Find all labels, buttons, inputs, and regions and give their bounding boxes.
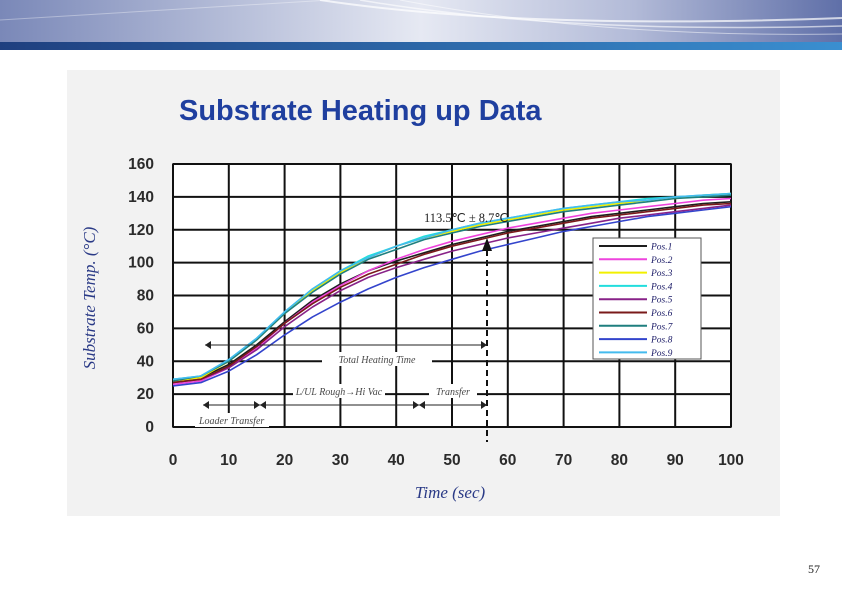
series-line-pos6 xyxy=(172,202,732,384)
series-line-pos8 xyxy=(172,205,732,387)
x-tick-label: 60 xyxy=(499,452,516,469)
x-tick-label: 70 xyxy=(555,452,572,469)
slide-number: 57 xyxy=(808,562,820,576)
x-tick-label: 50 xyxy=(443,452,460,469)
legend: Pos.1 Pos.2 Pos.3 Pos.4 Pos.5 Pos.6 Pos.7 Pos.8… xyxy=(599,243,674,359)
total-heating-arrow-right xyxy=(481,341,487,349)
legend-label: Pos.7 xyxy=(650,322,674,332)
legend-label: Pos.9 xyxy=(650,349,673,359)
x-tick-label: 100 xyxy=(718,452,744,469)
series-line-pos5 xyxy=(172,204,732,384)
series-line-pos7 xyxy=(172,194,732,382)
legend-label: Pos.6 xyxy=(650,309,673,319)
x-tick-label: 20 xyxy=(276,452,293,469)
rough-hi-vac-arrow-left xyxy=(260,401,266,409)
chart-svg: Substrate Heating up Data 0 10 20 30 40 50 60 7… xyxy=(80,95,744,502)
rough-hi-vac-label: L/UL Rough→Hi Vac xyxy=(295,387,383,398)
target-arrow-head xyxy=(482,238,492,251)
chart-figure: Substrate Heating up Data 0 10 20 30 40 50 60 7… xyxy=(67,70,780,516)
chart-title: Substrate Heating up Data xyxy=(179,95,542,127)
y-tick-label: 160 xyxy=(128,156,154,173)
loader-transfer-label: Loader Transfer xyxy=(198,416,264,427)
legend-label: Pos.5 xyxy=(650,296,673,306)
x-axis-label: Time (sec) xyxy=(415,483,486,502)
transfer-label: Transfer xyxy=(436,387,470,398)
result-annotation: 113.5℃ ± 8.7℃ xyxy=(424,211,508,225)
y-tick-label: 0 xyxy=(145,419,154,436)
x-tick-label: 30 xyxy=(332,452,349,469)
series-line-pos1 xyxy=(172,201,732,382)
y-tick-label: 80 xyxy=(137,288,154,305)
series-line-pos9 xyxy=(172,192,732,381)
y-tick-label: 40 xyxy=(137,353,154,370)
loader-transfer-arrow-left xyxy=(203,401,209,409)
y-tick-label: 60 xyxy=(137,320,154,337)
legend-label: Pos.3 xyxy=(650,269,673,279)
y-axis-label: Substrate Temp. (°C) xyxy=(80,226,99,369)
series-line-pos2 xyxy=(172,197,732,386)
x-tick-label: 40 xyxy=(388,452,405,469)
header-banner xyxy=(0,0,842,50)
series-lines xyxy=(172,192,732,387)
x-tick-label: 90 xyxy=(667,452,684,469)
loader-transfer-arrow-right xyxy=(254,401,260,409)
legend-label: Pos.1 xyxy=(650,243,672,253)
rough-hi-vac-arrow-right xyxy=(413,401,419,409)
legend-label: Pos.4 xyxy=(650,282,673,292)
y-tick-label: 140 xyxy=(128,189,154,206)
x-tick-labels: 0 10 20 30 40 50 60 70 80 90 100 xyxy=(169,452,744,469)
y-tick-label: 20 xyxy=(137,386,154,403)
legend-label: Pos.2 xyxy=(650,256,673,266)
y-tick-label: 120 xyxy=(128,222,154,239)
grid-lines xyxy=(172,163,732,428)
x-tick-label: 10 xyxy=(220,452,237,469)
total-heating-arrow-left xyxy=(205,341,211,349)
x-tick-label: 80 xyxy=(611,452,628,469)
transfer-arrow-left xyxy=(419,401,425,409)
y-tick-label: 100 xyxy=(128,255,154,272)
y-tick-labels: 0 20 40 60 80 100 120 140 160 xyxy=(128,156,154,436)
legend-label: Pos.8 xyxy=(650,336,673,346)
x-tick-label: 0 xyxy=(169,452,178,469)
transfer-arrow-right xyxy=(481,401,487,409)
total-heating-label: Total Heating Time xyxy=(339,355,416,366)
